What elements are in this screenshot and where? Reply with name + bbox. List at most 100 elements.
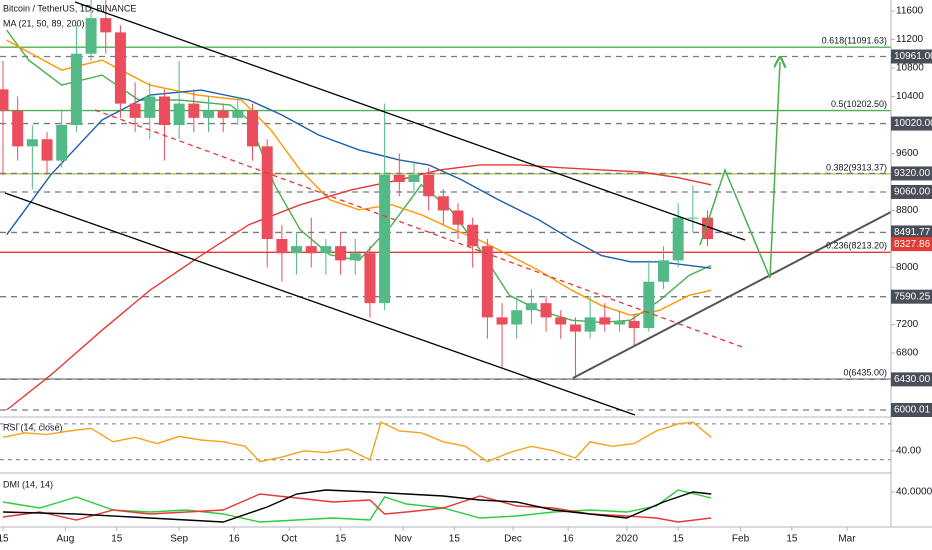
y-tick-label: 8800 xyxy=(896,205,919,216)
candle-body xyxy=(0,89,9,111)
x-tick-label: Aug xyxy=(56,534,74,545)
x-tick-label: Dec xyxy=(504,534,522,545)
fib-label: 0.236(8213.20) xyxy=(826,241,887,251)
candle-body xyxy=(305,246,317,254)
indicator-line xyxy=(2,489,712,523)
indicator-line xyxy=(2,421,712,463)
y-tick-label: 7200 xyxy=(896,319,919,330)
candle-body xyxy=(584,317,596,332)
axes xyxy=(0,0,932,528)
candle-body xyxy=(12,110,24,147)
channel-mid xyxy=(94,109,746,349)
candle-body xyxy=(41,139,53,161)
price-box-label: 9060.00 xyxy=(894,187,931,198)
x-tick-label: Nov xyxy=(394,534,412,545)
price-box-label: 7590.25 xyxy=(894,291,931,302)
indicator-line xyxy=(2,489,712,523)
candle-body xyxy=(202,110,214,118)
candle-body xyxy=(291,246,303,254)
candle-body xyxy=(628,320,640,329)
candle-body xyxy=(496,317,508,325)
price-box xyxy=(891,49,932,64)
price-box-label: 10961.00 xyxy=(894,51,932,62)
price-box xyxy=(891,403,932,418)
price-box-label: 6430.00 xyxy=(894,374,931,385)
candle-body xyxy=(423,174,435,197)
candle-body xyxy=(657,260,669,282)
price-box xyxy=(891,116,932,131)
candle-body xyxy=(364,253,376,304)
candle-body xyxy=(393,174,405,182)
candle-body xyxy=(613,320,625,325)
price-box xyxy=(891,184,932,199)
price-box xyxy=(891,372,932,387)
candle-body xyxy=(335,246,347,261)
candle-body xyxy=(672,217,684,261)
last-price-label: 8327.86 xyxy=(894,239,931,250)
price-box-label: 9320.00 xyxy=(894,168,931,179)
candle-body xyxy=(232,110,244,118)
candle-body xyxy=(599,317,611,325)
candle-body xyxy=(349,253,361,261)
y-tick-label: 9600 xyxy=(896,148,919,159)
candle-body xyxy=(687,217,699,219)
candle-body xyxy=(100,18,112,33)
candle-body xyxy=(511,310,523,325)
drawings xyxy=(4,1,891,416)
chart-title: Bitcoin / TetherUS, 1D, BINANCE xyxy=(3,3,136,13)
candle-body xyxy=(540,303,552,318)
candle-body xyxy=(85,18,97,54)
y-tick-label: 8000 xyxy=(896,262,919,273)
fib-label: 0.382(9313.37) xyxy=(826,162,887,172)
candle-body xyxy=(158,96,170,125)
price-box xyxy=(891,289,932,304)
price-box-label: 8491.77 xyxy=(894,227,931,238)
y-tick-label: 40.00 xyxy=(896,445,921,456)
x-tick-label: 15 xyxy=(449,534,461,545)
x-tick-label: Mar xyxy=(838,534,856,545)
candle-body xyxy=(173,103,185,125)
chart-subtitle: MA (21, 50, 89, 200) xyxy=(3,18,85,28)
candle-body xyxy=(467,224,479,247)
candle-body xyxy=(188,103,200,118)
candle-body xyxy=(379,174,391,304)
fib-label: 0(6435.00) xyxy=(843,367,887,377)
x-tick-label: 15 xyxy=(111,534,123,545)
projection xyxy=(699,62,780,279)
x-tick-label: 15 xyxy=(673,534,685,545)
x-tick-label: 16 xyxy=(229,534,241,545)
y-tick-label: 11200 xyxy=(896,34,924,45)
price-box xyxy=(891,225,932,240)
candle-body xyxy=(247,110,259,147)
candle-body xyxy=(702,217,714,239)
price-box-label: 6000.01 xyxy=(894,405,931,416)
x-tick-label: 2020 xyxy=(616,534,639,545)
candle-body xyxy=(26,139,38,147)
candle-body xyxy=(643,281,655,329)
x-tick-label: Feb xyxy=(732,534,750,545)
price-box-label: 10020.00 xyxy=(894,118,932,129)
x-tick-label: 16 xyxy=(563,534,575,545)
candle-body xyxy=(320,246,332,254)
candle-body xyxy=(569,324,581,332)
candle-body xyxy=(481,246,493,318)
indicator-line xyxy=(6,39,712,316)
candle-body xyxy=(437,196,449,211)
rsi-title: RSI (14, close) xyxy=(3,422,63,432)
candle-body xyxy=(144,96,156,118)
candle-body xyxy=(114,32,126,104)
fib-label: 0.5(10202.50) xyxy=(831,99,887,109)
candle-body xyxy=(261,146,273,239)
indicator-line xyxy=(2,493,712,523)
candle-body xyxy=(452,210,464,225)
channel-lower xyxy=(4,192,636,416)
fib-label: 0.618(11091.63) xyxy=(822,36,887,46)
candle-body xyxy=(276,238,288,254)
last-price-box xyxy=(891,237,932,252)
x-tick-label: 15 xyxy=(0,534,9,545)
candle-body xyxy=(408,174,420,182)
candle-body xyxy=(525,303,537,311)
